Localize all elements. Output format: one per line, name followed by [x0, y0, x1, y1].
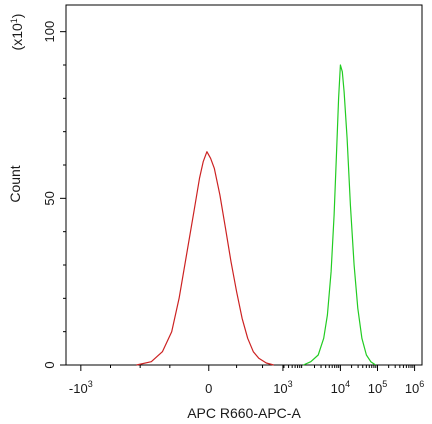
x-tick-label: 106	[405, 379, 424, 396]
y-axis-ticks: 0 50 100	[42, 21, 66, 369]
x-axis-ticks: -103 0 103 104 105 106	[69, 365, 424, 396]
x-tick-label: -103	[69, 379, 93, 396]
histogram-series-1	[136, 151, 274, 366]
y-tick-label: 0	[42, 361, 57, 368]
x-tick-label: 103	[273, 379, 292, 396]
x-tick-label: 0	[205, 381, 212, 396]
x-tick-label: 105	[368, 379, 387, 396]
histogram-series-2	[303, 64, 376, 366]
series-group	[136, 64, 376, 366]
y-axis-label: Count	[7, 165, 23, 202]
plot-frame	[65, 4, 423, 366]
y-tick-label: 50	[42, 191, 57, 205]
x-tick-label: 104	[331, 379, 350, 396]
y-tick-label: 100	[42, 21, 57, 43]
y-multiplier-label: (x101)	[9, 14, 25, 51]
x-axis-label: APC R660-APC-A	[187, 405, 301, 421]
